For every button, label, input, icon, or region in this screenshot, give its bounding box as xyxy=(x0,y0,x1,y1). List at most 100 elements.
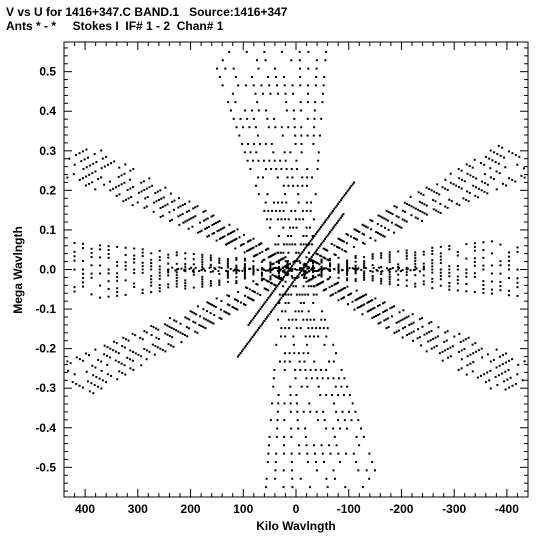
uv-point xyxy=(275,452,278,455)
uv-point xyxy=(106,163,109,166)
uv-point xyxy=(305,243,308,246)
uv-point xyxy=(252,316,255,319)
uv-point xyxy=(253,291,256,294)
uv-point xyxy=(124,264,127,267)
uv-point xyxy=(252,246,255,249)
uv-point xyxy=(254,92,257,95)
uv-point xyxy=(319,368,322,371)
uv-point xyxy=(174,269,177,272)
uv-point xyxy=(488,379,491,382)
uv-point xyxy=(283,265,286,268)
uv-point xyxy=(395,206,398,209)
uv-point xyxy=(257,176,260,179)
uv-point xyxy=(260,306,263,309)
uv-point xyxy=(268,312,271,315)
uv-point xyxy=(448,281,451,284)
uv-point xyxy=(405,254,408,257)
uv-point xyxy=(184,268,187,271)
uv-point xyxy=(235,268,238,271)
uv-point xyxy=(226,233,229,236)
uv-point xyxy=(211,223,214,226)
uv-point xyxy=(184,263,187,266)
uv-point xyxy=(507,268,510,271)
uv-point xyxy=(410,322,413,325)
uv-point xyxy=(388,278,391,281)
uv-point xyxy=(157,328,160,331)
uv-point xyxy=(201,285,204,288)
uv-point xyxy=(178,223,181,226)
uv-point xyxy=(462,339,465,342)
uv-point xyxy=(422,193,425,196)
uv-point xyxy=(499,280,502,283)
uv-point xyxy=(252,255,255,258)
uv-point xyxy=(431,268,434,271)
uv-point xyxy=(325,427,328,430)
uv-point xyxy=(495,348,498,351)
uv-point xyxy=(371,270,374,273)
uv-point xyxy=(305,276,308,279)
uv-point xyxy=(452,183,455,186)
uv-point xyxy=(410,205,413,208)
uv-point xyxy=(108,180,111,183)
uv-point xyxy=(252,299,255,302)
uv-point xyxy=(439,212,442,215)
uv-point xyxy=(431,262,434,265)
uv-point xyxy=(293,278,296,281)
uv-point xyxy=(67,369,70,372)
uv-point xyxy=(299,84,302,87)
uv-point xyxy=(100,360,103,363)
x-tick-label: 300 xyxy=(128,502,148,516)
uv-point xyxy=(295,168,298,171)
uv-point xyxy=(94,170,97,173)
uv-point xyxy=(81,150,84,153)
uv-point xyxy=(184,265,187,268)
uv-point xyxy=(417,208,420,211)
uv-point xyxy=(82,277,85,280)
uv-point xyxy=(412,269,415,272)
uv-point xyxy=(276,84,279,87)
uv-point xyxy=(516,281,519,284)
uv-point xyxy=(283,269,286,272)
uv-point xyxy=(395,330,398,333)
uv-point xyxy=(508,386,511,389)
uv-point xyxy=(337,281,340,284)
uv-point xyxy=(218,266,221,269)
uv-point xyxy=(332,469,335,472)
uv-point xyxy=(448,271,451,274)
y-tick-label: 0.1 xyxy=(39,223,56,237)
uv-point xyxy=(248,239,251,242)
uv-point xyxy=(316,253,319,256)
uv-point xyxy=(216,230,219,233)
uv-point xyxy=(338,218,341,221)
uv-point xyxy=(283,402,286,405)
uv-point xyxy=(290,427,293,430)
uv-point xyxy=(144,197,147,200)
uv-point xyxy=(405,220,408,223)
uv-point xyxy=(173,319,176,322)
uv-point xyxy=(103,183,106,186)
uv-point xyxy=(483,182,486,185)
uv-point xyxy=(237,291,240,294)
uv-point xyxy=(287,126,290,129)
uv-point xyxy=(114,186,117,189)
uv-point xyxy=(283,444,286,447)
uv-point xyxy=(361,223,364,226)
uv-point xyxy=(171,336,174,339)
uv-point xyxy=(329,452,332,455)
uv-point xyxy=(313,252,316,255)
uv-point xyxy=(490,288,493,291)
uv-point xyxy=(417,191,420,194)
uv-point xyxy=(486,192,489,195)
uv-point xyxy=(300,126,303,129)
uv-point xyxy=(318,254,321,257)
x-tick-label: -400 xyxy=(495,502,519,516)
uv-point xyxy=(335,222,338,225)
uv-point xyxy=(473,260,476,263)
uv-point xyxy=(226,262,229,265)
uv-point xyxy=(449,172,452,175)
uv-point xyxy=(263,319,266,322)
uv-point xyxy=(340,297,343,300)
uv-point xyxy=(269,255,272,258)
uv-point xyxy=(516,286,519,289)
uv-point xyxy=(212,214,215,217)
